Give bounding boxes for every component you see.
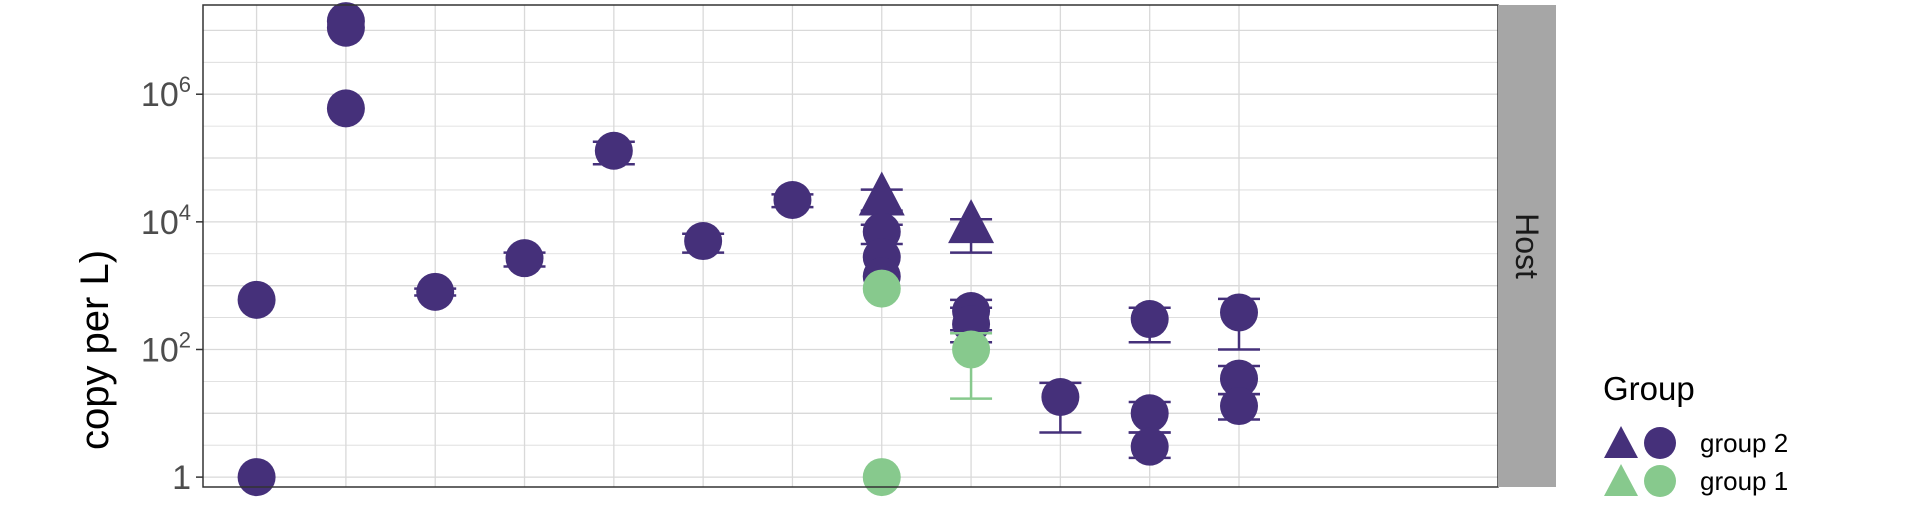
y-axis-label: copy per L) (73, 250, 117, 450)
y-tick-label: 102 (141, 327, 191, 369)
facet-strip (1498, 5, 1556, 487)
data-point-circle (862, 458, 901, 497)
legend-item: group 1 (1604, 464, 1788, 497)
data-point-circle (505, 239, 544, 278)
data-point-circle (1130, 300, 1169, 339)
legend-triangle-icon (1604, 464, 1638, 496)
facet-strip-label: Host (1509, 213, 1545, 279)
grid-lines (203, 5, 1498, 487)
legend-label: group 2 (1700, 428, 1788, 458)
y-tick-label: 104 (141, 200, 191, 242)
data-point-circle (326, 89, 365, 128)
legend-label: group 1 (1700, 466, 1788, 496)
data-point-circle (416, 272, 455, 311)
legend-circle-icon (1644, 427, 1676, 459)
data-point-circle (1220, 293, 1258, 332)
data-point-circle (594, 131, 633, 170)
y-tick-label: 106 (141, 72, 191, 114)
data-point-circle (1220, 359, 1258, 398)
legend: Group group 2 group 1 (1603, 370, 1788, 497)
legend-items: group 2 group 1 (1604, 426, 1788, 497)
legend-title: Group (1603, 370, 1695, 407)
data-point-circle (952, 330, 991, 369)
data-points (237, 2, 1260, 497)
data-point-circle (1041, 378, 1080, 417)
y-tick-label: 1 (172, 459, 191, 497)
data-point-circle (1130, 427, 1169, 466)
data-point-circle (326, 8, 365, 47)
legend-triangle-icon (1604, 426, 1638, 458)
data-point-circle (237, 458, 276, 497)
data-point-circle (862, 269, 901, 308)
data-point-circle (1130, 394, 1169, 433)
data-point-circle (237, 280, 276, 319)
data-point-circle (773, 180, 812, 219)
data-point-circle (1220, 387, 1258, 426)
legend-item: group 2 (1604, 426, 1788, 459)
panel-background (203, 5, 1498, 487)
data-point-circle (684, 222, 723, 261)
data-point-triangle (858, 171, 905, 216)
legend-circle-icon (1644, 465, 1676, 497)
data-point-triangle (948, 199, 995, 244)
y-axis-ticks: 1 102 104 106 (141, 72, 203, 497)
